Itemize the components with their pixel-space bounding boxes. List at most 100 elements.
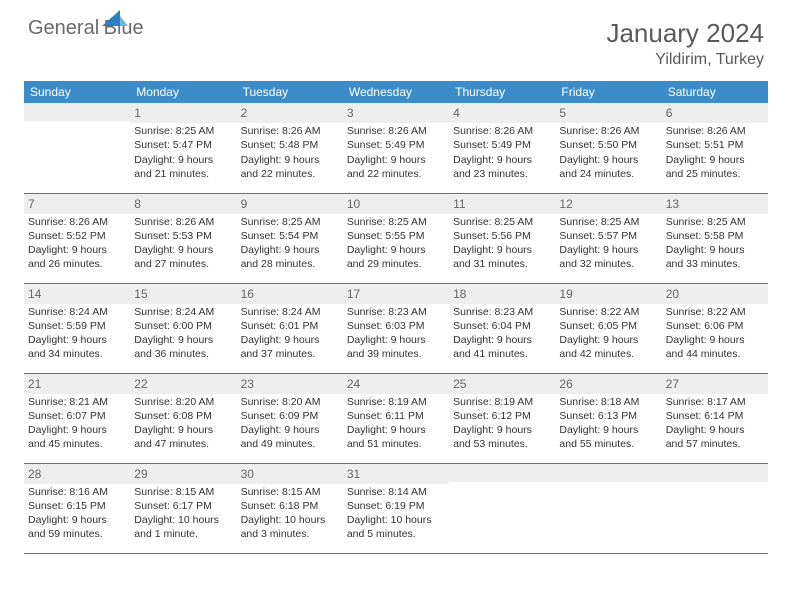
day-number: 14	[24, 284, 130, 304]
sunset-text: Sunset: 5:52 PM	[28, 229, 126, 243]
empty-day	[449, 464, 555, 482]
calendar-day-cell: 2Sunrise: 8:26 AMSunset: 5:48 PMDaylight…	[237, 103, 343, 193]
sunset-text: Sunset: 5:58 PM	[666, 229, 764, 243]
sunset-text: Sunset: 6:08 PM	[134, 409, 232, 423]
empty-day	[662, 464, 768, 482]
sunrise-text: Sunrise: 8:26 AM	[347, 124, 445, 138]
sunrise-text: Sunrise: 8:23 AM	[453, 305, 551, 319]
calendar-day-cell: 10Sunrise: 8:25 AMSunset: 5:55 PMDayligh…	[343, 193, 449, 283]
sunrise-text: Sunrise: 8:19 AM	[453, 395, 551, 409]
calendar-day-cell: 24Sunrise: 8:19 AMSunset: 6:11 PMDayligh…	[343, 373, 449, 463]
day-number: 24	[343, 374, 449, 394]
sunrise-text: Sunrise: 8:26 AM	[241, 124, 339, 138]
sunset-text: Sunset: 6:07 PM	[28, 409, 126, 423]
sunrise-text: Sunrise: 8:26 AM	[559, 124, 657, 138]
sunrise-text: Sunrise: 8:15 AM	[134, 485, 232, 499]
daylight-text: Daylight: 9 hours and 23 minutes.	[453, 153, 551, 181]
day-number: 12	[555, 194, 661, 214]
day-number: 4	[449, 103, 555, 123]
sunrise-text: Sunrise: 8:26 AM	[666, 124, 764, 138]
daylight-text: Daylight: 9 hours and 53 minutes.	[453, 423, 551, 451]
day-number: 1	[130, 103, 236, 123]
sunrise-text: Sunrise: 8:20 AM	[134, 395, 232, 409]
calendar-day-cell: 6Sunrise: 8:26 AMSunset: 5:51 PMDaylight…	[662, 103, 768, 193]
calendar-week-row: 14Sunrise: 8:24 AMSunset: 5:59 PMDayligh…	[24, 283, 768, 373]
sunrise-text: Sunrise: 8:26 AM	[453, 124, 551, 138]
daylight-text: Daylight: 9 hours and 31 minutes.	[453, 243, 551, 271]
daylight-text: Daylight: 9 hours and 27 minutes.	[134, 243, 232, 271]
sunset-text: Sunset: 5:53 PM	[134, 229, 232, 243]
calendar-day-cell: 13Sunrise: 8:25 AMSunset: 5:58 PMDayligh…	[662, 193, 768, 283]
daylight-text: Daylight: 9 hours and 42 minutes.	[559, 333, 657, 361]
calendar-day-cell	[24, 103, 130, 193]
calendar-day-cell	[555, 463, 661, 553]
header: General Blue January 2024 Yildirim, Turk…	[0, 0, 792, 77]
weekday-header: Saturday	[662, 81, 768, 103]
location: Yildirim, Turkey	[606, 51, 764, 69]
sunset-text: Sunset: 5:51 PM	[666, 138, 764, 152]
sunset-text: Sunset: 6:17 PM	[134, 499, 232, 513]
sunrise-text: Sunrise: 8:22 AM	[559, 305, 657, 319]
daylight-text: Daylight: 9 hours and 41 minutes.	[453, 333, 551, 361]
day-number: 25	[449, 374, 555, 394]
title-block: January 2024 Yildirim, Turkey	[606, 18, 764, 69]
daylight-text: Daylight: 9 hours and 59 minutes.	[28, 513, 126, 541]
daylight-text: Daylight: 9 hours and 51 minutes.	[347, 423, 445, 451]
sunrise-text: Sunrise: 8:21 AM	[28, 395, 126, 409]
sunset-text: Sunset: 6:01 PM	[241, 319, 339, 333]
calendar-day-cell	[662, 463, 768, 553]
weekday-header: Tuesday	[237, 81, 343, 103]
calendar-day-cell: 25Sunrise: 8:19 AMSunset: 6:12 PMDayligh…	[449, 373, 555, 463]
weekday-header: Thursday	[449, 81, 555, 103]
daylight-text: Daylight: 9 hours and 39 minutes.	[347, 333, 445, 361]
calendar-day-cell: 14Sunrise: 8:24 AMSunset: 5:59 PMDayligh…	[24, 283, 130, 373]
daylight-text: Daylight: 9 hours and 47 minutes.	[134, 423, 232, 451]
sunrise-text: Sunrise: 8:25 AM	[241, 215, 339, 229]
calendar-week-row: 1Sunrise: 8:25 AMSunset: 5:47 PMDaylight…	[24, 103, 768, 193]
sunrise-text: Sunrise: 8:24 AM	[134, 305, 232, 319]
sunset-text: Sunset: 5:55 PM	[347, 229, 445, 243]
empty-day	[555, 464, 661, 482]
calendar-day-cell: 11Sunrise: 8:25 AMSunset: 5:56 PMDayligh…	[449, 193, 555, 283]
day-number: 3	[343, 103, 449, 123]
day-number: 2	[237, 103, 343, 123]
sunrise-text: Sunrise: 8:24 AM	[28, 305, 126, 319]
day-number: 11	[449, 194, 555, 214]
daylight-text: Daylight: 9 hours and 26 minutes.	[28, 243, 126, 271]
daylight-text: Daylight: 9 hours and 32 minutes.	[559, 243, 657, 271]
day-number: 5	[555, 103, 661, 123]
sunrise-text: Sunrise: 8:25 AM	[134, 124, 232, 138]
calendar-week-row: 7Sunrise: 8:26 AMSunset: 5:52 PMDaylight…	[24, 193, 768, 283]
daylight-text: Daylight: 9 hours and 49 minutes.	[241, 423, 339, 451]
sunset-text: Sunset: 6:04 PM	[453, 319, 551, 333]
daylight-text: Daylight: 10 hours and 5 minutes.	[347, 513, 445, 541]
calendar-day-cell: 27Sunrise: 8:17 AMSunset: 6:14 PMDayligh…	[662, 373, 768, 463]
calendar-day-cell: 22Sunrise: 8:20 AMSunset: 6:08 PMDayligh…	[130, 373, 236, 463]
sunset-text: Sunset: 6:15 PM	[28, 499, 126, 513]
sunset-text: Sunset: 6:09 PM	[241, 409, 339, 423]
sunrise-text: Sunrise: 8:23 AM	[347, 305, 445, 319]
day-number: 9	[237, 194, 343, 214]
calendar-day-cell: 31Sunrise: 8:14 AMSunset: 6:19 PMDayligh…	[343, 463, 449, 553]
day-number: 7	[24, 194, 130, 214]
sunrise-text: Sunrise: 8:15 AM	[241, 485, 339, 499]
daylight-text: Daylight: 9 hours and 22 minutes.	[241, 153, 339, 181]
day-number: 8	[130, 194, 236, 214]
sunrise-text: Sunrise: 8:25 AM	[347, 215, 445, 229]
sunrise-text: Sunrise: 8:14 AM	[347, 485, 445, 499]
sunset-text: Sunset: 6:13 PM	[559, 409, 657, 423]
sunset-text: Sunset: 6:00 PM	[134, 319, 232, 333]
day-number: 20	[662, 284, 768, 304]
daylight-text: Daylight: 9 hours and 57 minutes.	[666, 423, 764, 451]
triangle-icon	[102, 10, 128, 31]
sunset-text: Sunset: 6:03 PM	[347, 319, 445, 333]
sunset-text: Sunset: 5:56 PM	[453, 229, 551, 243]
day-number: 10	[343, 194, 449, 214]
daylight-text: Daylight: 9 hours and 29 minutes.	[347, 243, 445, 271]
day-number: 23	[237, 374, 343, 394]
calendar-week-row: 21Sunrise: 8:21 AMSunset: 6:07 PMDayligh…	[24, 373, 768, 463]
logo-text-general: General	[28, 17, 99, 39]
weekday-header: Friday	[555, 81, 661, 103]
daylight-text: Daylight: 9 hours and 28 minutes.	[241, 243, 339, 271]
calendar-day-cell: 28Sunrise: 8:16 AMSunset: 6:15 PMDayligh…	[24, 463, 130, 553]
